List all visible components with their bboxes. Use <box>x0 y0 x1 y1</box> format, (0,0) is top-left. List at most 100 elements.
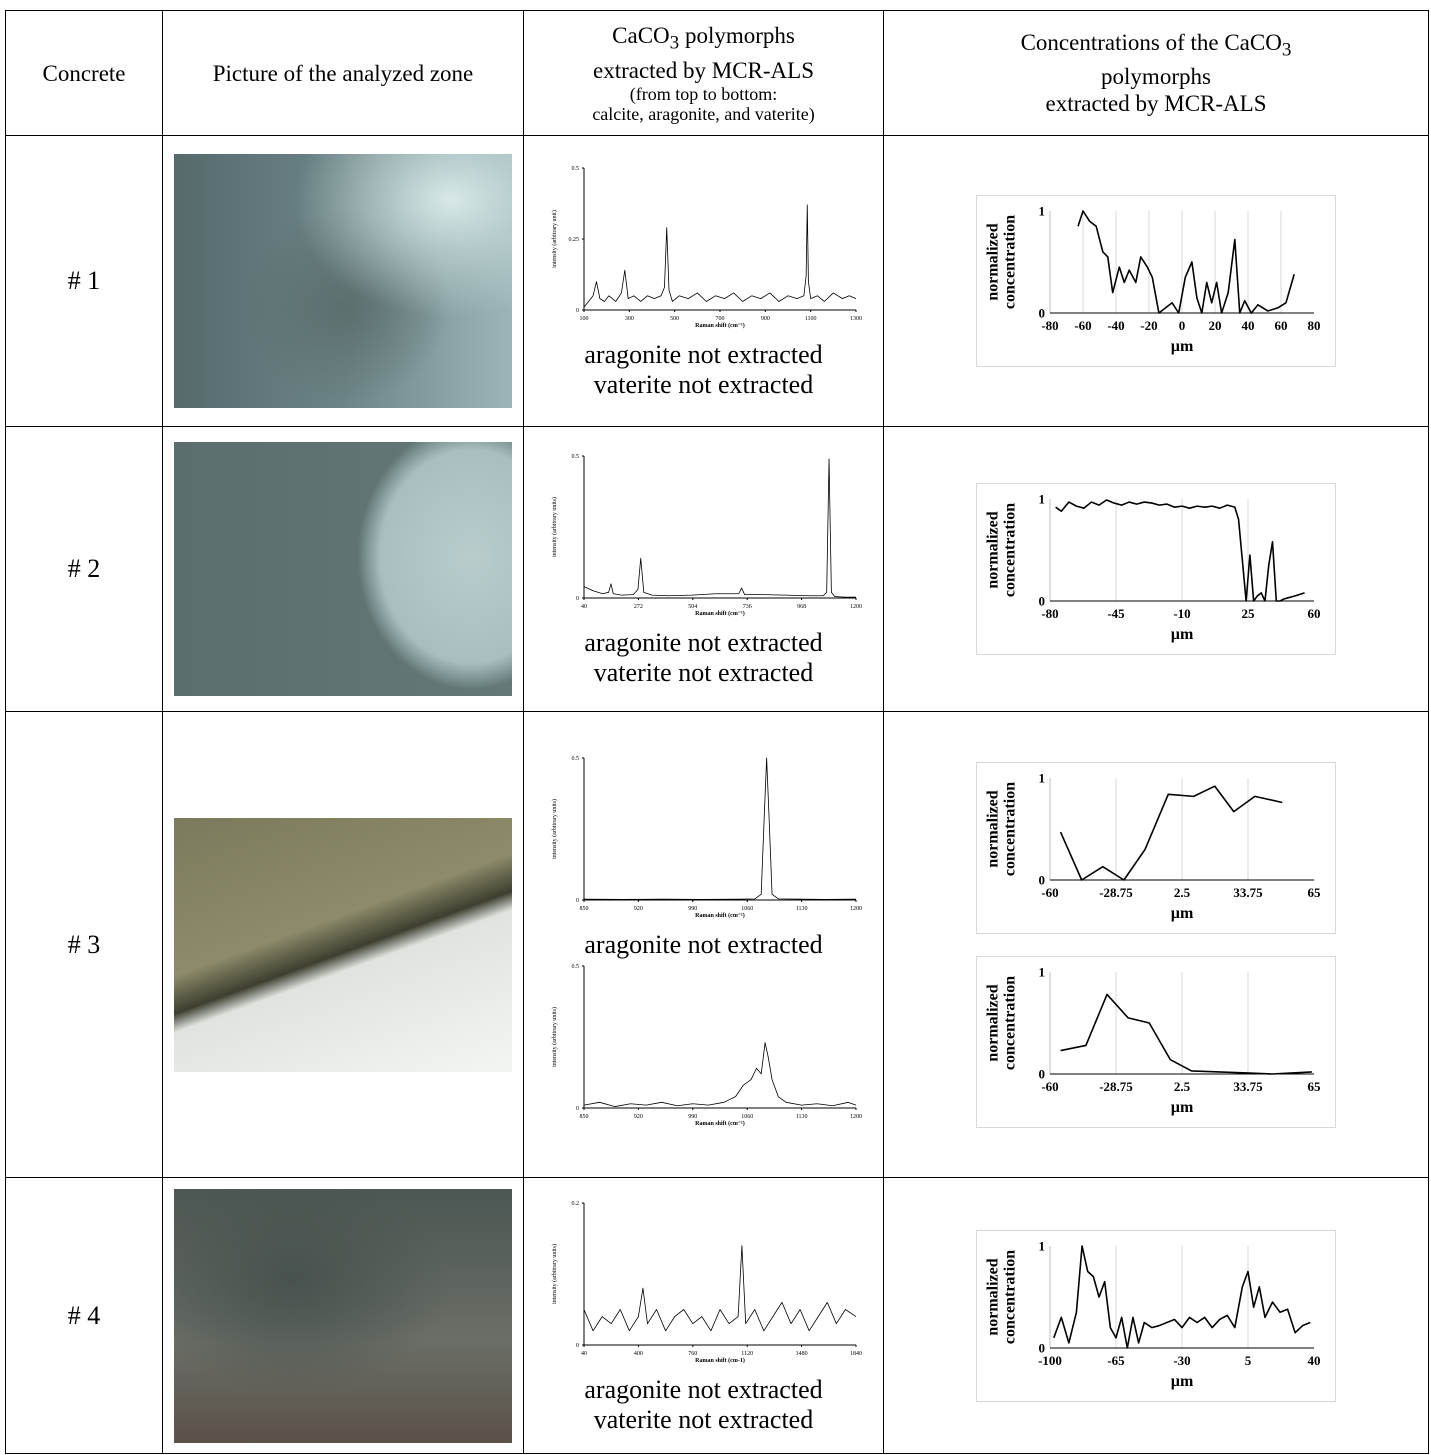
chart: 850 920 990 1060 1130 1200 0 0.5 Raman shift (cm… <box>551 964 862 1127</box>
chart-frame <box>976 195 1336 367</box>
results-table: Concrete Picture of the analyzed zone Ca… <box>5 10 1429 1454</box>
data-line <box>1055 499 1305 602</box>
y-axis-label: normalized <box>985 511 1002 588</box>
x-tick-label: 20 <box>1209 318 1222 333</box>
concentration-stack: -80 -45 -10 25 60 0 1 µm normalized concentration <box>884 483 1428 655</box>
table-row: # 1 100 300 500 700 900 1100 1300 0 0.25 0.5 Raman … <box>5 135 1429 427</box>
x-tick-label: -30 <box>1173 1353 1190 1368</box>
chart-frame <box>976 955 1336 1128</box>
concentration-cell: -100 -65 -30 5 40 0 1 µm normalized concentration <box>883 1177 1429 1454</box>
header-line: Concentrations of the CaCO3 <box>884 29 1428 64</box>
x-tick-label: 760 <box>688 1351 697 1357</box>
polymorph-stack: 40 272 504 736 968 1200 0 0.5 Raman shift (cm⁻¹)… <box>524 450 883 688</box>
header-note: calcite, aragonite, and vaterite) <box>592 103 815 124</box>
data-line <box>1077 210 1295 314</box>
x-tick-label: 100 <box>579 316 588 322</box>
table-row: # 2 40 272 504 736 968 1200 0 0.5 Raman shift (cm… <box>5 426 1429 712</box>
y-tick-label: 0.25 <box>568 237 579 243</box>
chart: -60 -28.75 2.5 33.75 65 0 1 µm normalized concent… <box>976 955 1336 1128</box>
y-tick-label: 0 <box>1039 306 1046 321</box>
y-tick-label: 0 <box>1039 1340 1046 1355</box>
y-tick-label: 0.5 <box>571 166 579 172</box>
x-axis-label: µm <box>1171 626 1194 643</box>
x-tick-label: 60 <box>1308 606 1321 621</box>
note: vaterite not extracted <box>593 370 814 399</box>
y-axis-label: intensity (arbitrary units) <box>551 1244 558 1304</box>
x-tick-label: -40 <box>1107 318 1124 333</box>
concentration-stack: -60 -28.75 2.5 33.75 65 0 1 µm normalized concent… <box>884 761 1428 1128</box>
row-label: # 2 <box>5 426 163 712</box>
y-tick-label: 0.5 <box>571 964 579 970</box>
picture-cell <box>162 1177 524 1454</box>
table-row: # 3 850 920 990 1060 1130 1200 0 0.5 Raman shift … <box>5 711 1429 1178</box>
y-tick-label: 0 <box>1039 594 1046 609</box>
x-tick-label: 40 <box>1242 318 1255 333</box>
x-tick-label: 25 <box>1242 606 1256 621</box>
y-tick-label: 1 <box>1039 492 1046 507</box>
note: vaterite not extracted <box>593 1404 814 1434</box>
y-tick-label: 0 <box>576 308 579 314</box>
y-tick-label: 0 <box>576 898 579 904</box>
concentration-stack: -100 -65 -30 5 40 0 1 µm normalized concentration <box>884 1229 1428 1402</box>
x-tick-label: 300 <box>624 316 633 322</box>
chart-frame <box>976 761 1336 934</box>
x-tick-label: 1840 <box>850 1351 862 1357</box>
chart-frame <box>976 483 1336 655</box>
x-axis-label: Raman shift (cm⁻¹) <box>695 1120 745 1127</box>
x-tick-label: -20 <box>1140 318 1157 333</box>
x-tick-label: 920 <box>633 906 642 912</box>
y-tick-label: 0 <box>1039 872 1046 887</box>
x-tick-label: -28.75 <box>1099 885 1133 900</box>
x-tick-label: 1130 <box>795 1114 807 1120</box>
x-tick-label: 1200 <box>850 604 862 610</box>
chart: -80 -45 -10 25 60 0 1 µm normalized concentration <box>976 483 1336 655</box>
picture-cell <box>162 426 524 712</box>
header-subscript: 3 <box>1281 39 1292 61</box>
x-tick-label: -45 <box>1107 606 1125 621</box>
x-axis-label: µm <box>1171 905 1194 922</box>
header-cell: Picture of the analyzed zone <box>162 10 524 136</box>
chart: -100 -65 -30 5 40 0 1 µm normalized concentration <box>976 1229 1336 1402</box>
x-axis-label: Raman shift (cm-1) <box>695 1357 745 1364</box>
x-tick-label: 900 <box>760 316 769 322</box>
x-tick-label: 700 <box>715 316 724 322</box>
y-axis-label: intensity (arbitrary unit) <box>551 210 558 268</box>
x-tick-label: 5 <box>1245 1353 1252 1368</box>
x-tick-label: 990 <box>688 1114 697 1120</box>
chart: 100 300 500 700 900 1100 1300 0 0.25 0.5 Raman shi… <box>551 166 862 329</box>
y-axis-label: normalized <box>985 984 1002 1061</box>
chart: 40 400 760 1120 1480 1840 0 0.2 Raman shift (cm-… <box>551 1201 862 1364</box>
data-line <box>583 757 856 900</box>
header-text: polymorphs <box>679 23 795 49</box>
x-tick-label: 990 <box>688 906 697 912</box>
y-axis-label: concentration <box>1002 503 1019 597</box>
y-axis-label: concentration <box>1002 781 1019 875</box>
x-axis-label: Raman shift (cm⁻¹) <box>695 912 745 919</box>
row-label: # 4 <box>5 1177 163 1454</box>
table-body: # 1 100 300 500 700 900 1100 1300 0 0.25 0.5 Raman … <box>5 135 1429 1454</box>
picture-cell <box>162 135 524 427</box>
x-tick-label: 400 <box>633 1351 642 1357</box>
polymorph-stack: 850 920 990 1060 1130 1200 0 0.5 Raman shift (cm… <box>524 752 883 1138</box>
polymorph-stack: 100 300 500 700 900 1100 1300 0 0.25 0.5 Raman shi… <box>524 162 883 400</box>
x-tick-label: -100 <box>1038 1353 1062 1368</box>
concentration-cell: -60 -28.75 2.5 33.75 65 0 1 µm normalized concent… <box>883 711 1429 1178</box>
note: aragonite not extracted <box>584 1374 823 1404</box>
header-cell: CaCO3 polymorphs extracted by MCR-ALS (f… <box>523 10 884 136</box>
header-cell: Concrete <box>5 10 163 136</box>
header-text: Concrete <box>42 60 126 86</box>
x-tick-label: 504 <box>688 604 697 610</box>
y-axis-label: normalized <box>985 790 1002 867</box>
x-tick-label: 2.5 <box>1174 885 1191 900</box>
y-axis-label: intensity (arbitrary units) <box>551 497 558 557</box>
polymorph-stack: 40 400 760 1120 1480 1840 0 0.2 Raman shift (cm-… <box>524 1197 883 1435</box>
x-tick-label: 0 <box>1179 318 1186 333</box>
photo <box>174 154 512 408</box>
chart: -60 -28.75 2.5 33.75 65 0 1 µm normalized concent… <box>976 761 1336 934</box>
x-tick-label: 1200 <box>850 1114 862 1120</box>
x-tick-label: 1100 <box>804 316 816 322</box>
row-label: # 1 <box>5 135 163 427</box>
concentration-cell: -80 -60 -40 -20 0 20 40 60 80 0 1 µm normalized conce… <box>883 135 1429 427</box>
chart: 850 920 990 1060 1130 1200 0 0.5 Raman shift (cm… <box>551 756 862 919</box>
chart-frame <box>976 1229 1336 1402</box>
